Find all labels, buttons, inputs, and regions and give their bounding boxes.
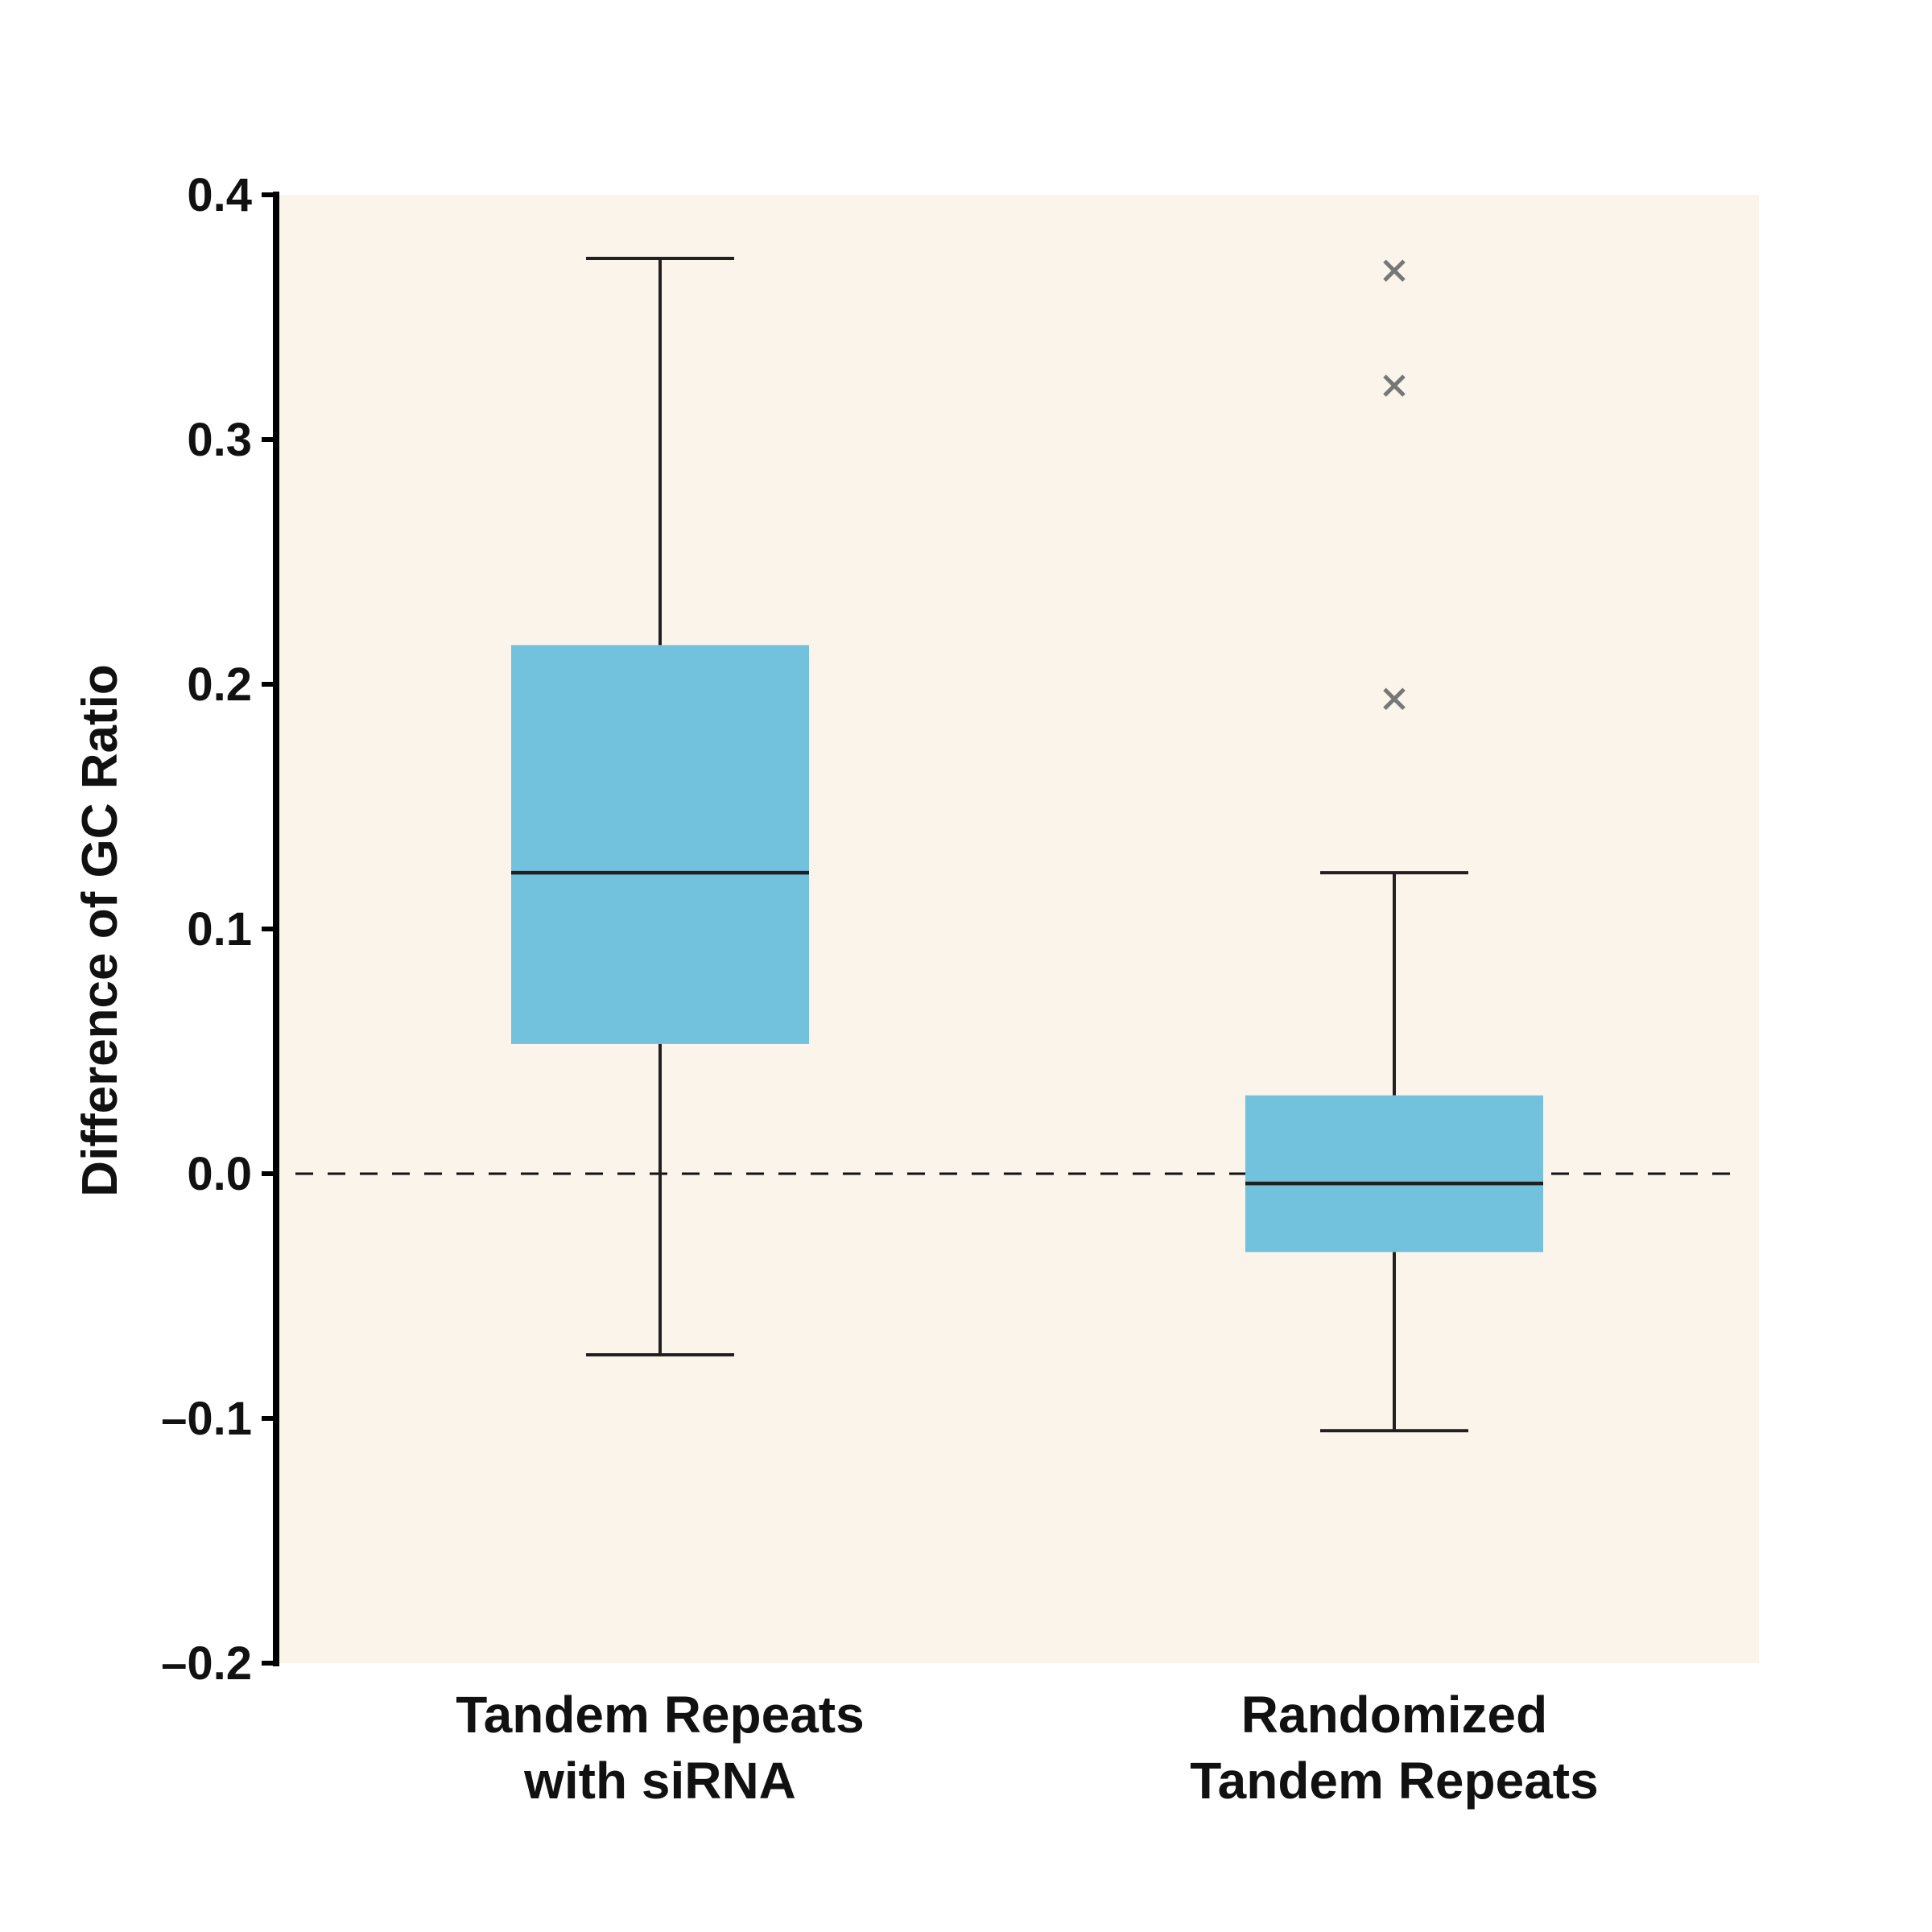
box-group-2	[1245, 259, 1543, 1433]
outlier-stroke	[1383, 259, 1406, 283]
category-labels: Tandem Repeats with siRNA Randomized Tandem…	[456, 1686, 1598, 1810]
y-tick-label: 0.4	[187, 169, 252, 221]
y-tick-label: 0.1	[187, 903, 252, 956]
y-tick-label: 0.3	[187, 414, 252, 466]
category-label-1: Tandem Repeats with siRNA	[456, 1686, 864, 1810]
category-label-line: Tandem Repeats	[456, 1686, 864, 1744]
y-tick-label: –0.1	[161, 1393, 252, 1445]
iqr-box	[1245, 1095, 1543, 1253]
iqr-box	[511, 645, 809, 1044]
outlier-stroke	[1383, 374, 1406, 397]
box-group-1	[511, 257, 809, 1356]
category-label-line: Randomized	[1241, 1686, 1547, 1744]
boxes-layer	[511, 257, 1543, 1433]
y-axis-title: Difference of GC Ratio	[72, 664, 128, 1196]
category-label-line: Tandem Repeats	[1190, 1752, 1598, 1810]
outlier-stroke	[1383, 687, 1406, 711]
outlier-marker	[1383, 259, 1406, 283]
y-tick-label: –0.2	[161, 1637, 252, 1690]
y-axis: 0.4 0.3 0.2 0.1 0.0 –0.1 –0.2	[161, 169, 279, 1690]
plot-background	[276, 195, 1759, 1663]
y-tick-label: 0.2	[187, 658, 252, 711]
outlier-marker	[1383, 687, 1406, 711]
category-label-line: with siRNA	[523, 1752, 796, 1810]
category-label-2: Randomized Tandem Repeats	[1190, 1686, 1598, 1810]
outlier-marker	[1383, 374, 1406, 397]
y-tick-label: 0.0	[187, 1148, 252, 1200]
